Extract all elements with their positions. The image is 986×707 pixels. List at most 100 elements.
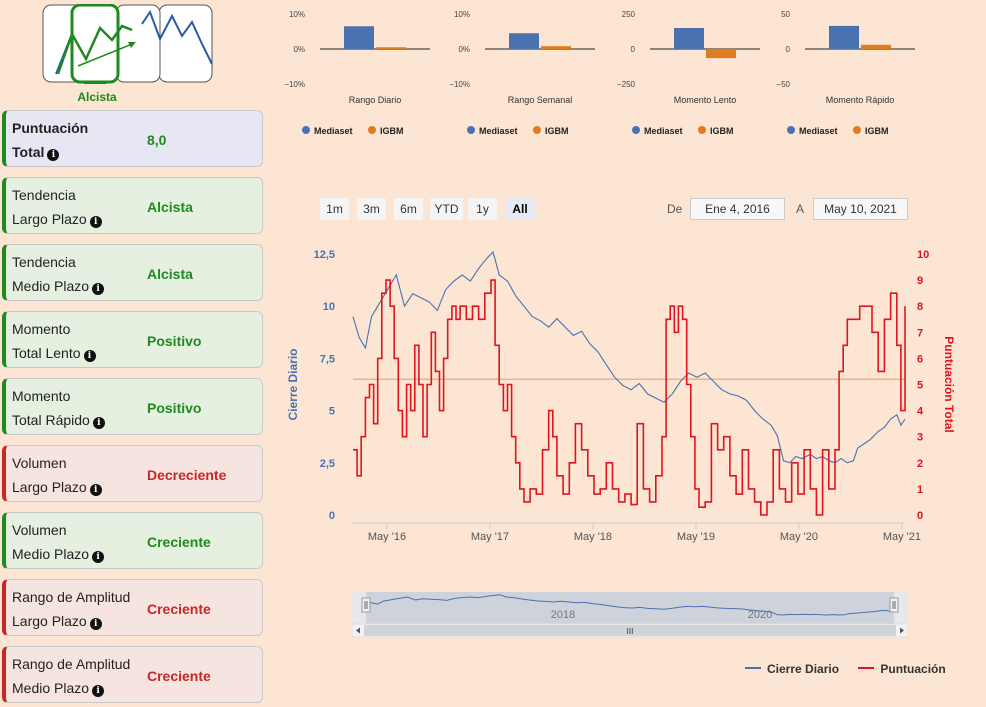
y-left-title: Cierre Diario bbox=[286, 348, 300, 420]
card-title-line1: Volumen bbox=[12, 522, 67, 538]
scroll-right-icon[interactable] bbox=[900, 627, 904, 634]
y-right-tick: 7 bbox=[917, 327, 923, 339]
mini-bar-igbm[interactable] bbox=[706, 49, 736, 59]
series-close-line[interactable] bbox=[352, 250, 906, 464]
card-title-line2: Largo Plazo i bbox=[12, 211, 102, 228]
mini-chart: 250 0 −250 Momento Lento Mediaset IGBM bbox=[617, 4, 800, 144]
mini-bar-mediaset[interactable] bbox=[674, 28, 704, 49]
info-icon[interactable]: i bbox=[83, 350, 96, 362]
mini-tick-label: −250 bbox=[617, 80, 636, 89]
score-card: Rango de Amplitud Medio Plazo i Creciente bbox=[2, 646, 263, 703]
mini-legend-label[interactable]: IGBM bbox=[380, 126, 404, 136]
card-value: Decreciente bbox=[147, 467, 227, 483]
y-right-tick: 5 bbox=[917, 380, 923, 392]
range-button-6m[interactable]: 6m bbox=[394, 198, 423, 220]
score-card: Rango de Amplitud Largo Plazo i Creciente bbox=[2, 579, 263, 636]
mini-bar-mediaset[interactable] bbox=[829, 25, 859, 49]
card-value: Positivo bbox=[147, 333, 202, 349]
legend-dot bbox=[787, 126, 795, 134]
navigator-handle[interactable] bbox=[889, 597, 899, 613]
info-icon[interactable]: i bbox=[89, 618, 102, 630]
mini-legend-label[interactable]: Mediaset bbox=[644, 126, 683, 136]
info-icon[interactable]: i bbox=[89, 216, 102, 228]
mini-legend-label[interactable]: IGBM bbox=[865, 126, 889, 136]
mini-bar-igbm[interactable] bbox=[861, 44, 891, 49]
mini-legend-label[interactable]: Mediaset bbox=[799, 126, 838, 136]
legend-dot bbox=[698, 126, 706, 134]
legend-item-score[interactable]: Puntuación bbox=[858, 662, 946, 676]
y-left-tick: 10 bbox=[323, 301, 335, 313]
range-button-all[interactable]: All bbox=[505, 198, 535, 220]
mini-legend-label[interactable]: Mediaset bbox=[314, 126, 353, 136]
navigator-label: 2020 bbox=[748, 609, 772, 621]
x-tick-label: May '19 bbox=[677, 531, 715, 543]
range-button-1m[interactable]: 1m bbox=[320, 198, 349, 220]
y-right-tick: 8 bbox=[917, 301, 923, 313]
mini-tick-label: 0% bbox=[458, 45, 470, 54]
legend-dot bbox=[632, 126, 640, 134]
card-title-text: Total Rápido bbox=[12, 412, 90, 428]
info-icon[interactable]: i bbox=[92, 685, 105, 697]
range-button-1y[interactable]: 1y bbox=[468, 198, 497, 220]
mini-legend-label[interactable]: Mediaset bbox=[479, 126, 518, 136]
card-title-line2: Total Rápido i bbox=[12, 412, 105, 429]
legend-item-close[interactable]: Cierre Diario bbox=[745, 662, 839, 676]
card-title-text: Largo Plazo bbox=[12, 211, 87, 227]
range-button-ytd[interactable]: YTD bbox=[430, 198, 463, 220]
mini-legend-label[interactable]: IGBM bbox=[545, 126, 569, 136]
mini-chart-svg: 250 0 −250 Momento Lento Mediaset IGBM bbox=[617, 10, 760, 136]
legend-label-score: Puntuación bbox=[880, 662, 946, 676]
mini-tick-label: 0 bbox=[786, 45, 791, 54]
mini-tick-label: 250 bbox=[622, 10, 636, 19]
from-label: De bbox=[667, 202, 683, 216]
card-value: Creciente bbox=[147, 668, 211, 684]
card-value: Positivo bbox=[147, 400, 202, 416]
card-title-line2: Largo Plazo i bbox=[12, 613, 102, 630]
from-date-input[interactable]: Ene 4, 2016 bbox=[690, 198, 785, 220]
legend-dot bbox=[853, 126, 861, 134]
y-right-title: Puntuación Total bbox=[942, 336, 956, 432]
card-title-line1: Rango de Amplitud bbox=[12, 589, 131, 605]
navigator[interactable]: 2018 2020 III bbox=[352, 592, 908, 638]
mini-bar-igbm[interactable] bbox=[376, 47, 406, 49]
mini-tick-label: 50 bbox=[781, 10, 790, 19]
navigator-handle[interactable] bbox=[361, 597, 371, 613]
mini-bar-mediaset[interactable] bbox=[344, 26, 374, 49]
to-date-input[interactable]: May 10, 2021 bbox=[813, 198, 908, 220]
legend-label-close: Cierre Diario bbox=[767, 662, 840, 676]
info-icon[interactable]: i bbox=[92, 417, 105, 429]
info-icon[interactable]: i bbox=[47, 149, 60, 161]
mini-chart-svg: 50 0 −50 Momento Rápido Mediaset IGBM bbox=[776, 10, 915, 136]
card-title-line1: Rango de Amplitud bbox=[12, 656, 131, 672]
card-title-line2: Total Lento i bbox=[12, 345, 96, 362]
main-legend: Cierre Diario Puntuación bbox=[745, 662, 946, 676]
range-button-3m[interactable]: 3m bbox=[357, 198, 386, 220]
legend-dot bbox=[302, 126, 310, 134]
mini-bar-igbm[interactable] bbox=[541, 46, 571, 49]
x-tick-label: May '18 bbox=[574, 531, 612, 543]
scrollbar-thumb[interactable] bbox=[364, 625, 896, 636]
info-icon[interactable]: i bbox=[92, 551, 105, 563]
mini-bar-mediaset[interactable] bbox=[509, 33, 539, 49]
x-tick-label: May '21 bbox=[883, 531, 921, 543]
card-title-text: Total Lento bbox=[12, 345, 81, 361]
y-left-tick: 0 bbox=[329, 510, 335, 522]
info-icon[interactable]: i bbox=[89, 484, 102, 496]
legend-dot bbox=[368, 126, 376, 134]
mini-tick-label: 0 bbox=[631, 45, 636, 54]
mini-chart: 50 0 −50 Momento Rápido Mediaset IGBM bbox=[776, 4, 955, 144]
info-icon[interactable]: i bbox=[92, 283, 105, 295]
mini-legend-label[interactable]: IGBM bbox=[710, 126, 734, 136]
mini-tick-label: 10% bbox=[289, 10, 305, 19]
card-title-line1: Momento bbox=[12, 388, 71, 404]
score-card: Tendencia Medio Plazo i Alcista bbox=[2, 244, 263, 301]
mini-tick-label: −50 bbox=[776, 80, 790, 89]
card-title-text: Medio Plazo bbox=[12, 546, 90, 562]
scroll-grip-icon: III bbox=[627, 627, 634, 636]
y-right-tick: 6 bbox=[917, 353, 923, 365]
to-label: A bbox=[796, 202, 805, 216]
series-score-line[interactable] bbox=[353, 279, 906, 516]
scroll-left-icon[interactable] bbox=[356, 627, 360, 634]
card-value: Alcista bbox=[147, 199, 193, 215]
card-title-line1: Puntuación bbox=[12, 120, 89, 136]
